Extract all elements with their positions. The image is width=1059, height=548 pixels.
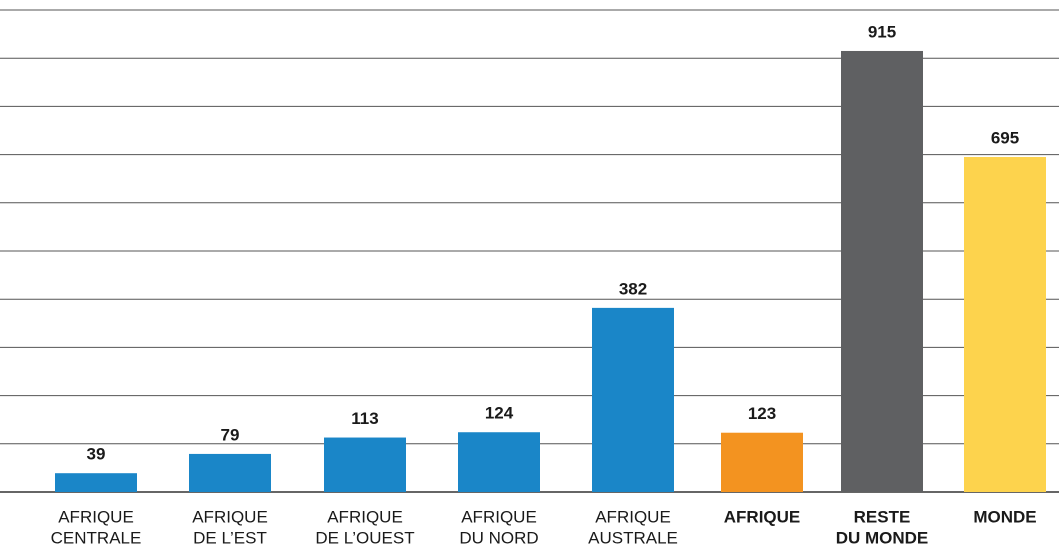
x-tick-label: DU NORD — [459, 528, 538, 547]
x-tick-label: AFRIQUE — [327, 507, 403, 526]
bar — [458, 432, 540, 492]
value-label: 39 — [87, 445, 106, 464]
x-tick-label: AFRIQUE — [192, 507, 268, 526]
x-tick-label: DE L’EST — [193, 528, 267, 547]
bar — [964, 157, 1046, 492]
x-tick-label: DU MONDE — [836, 528, 929, 547]
value-label: 79 — [221, 425, 240, 444]
x-tick-label: MONDE — [973, 507, 1036, 526]
value-label: 124 — [485, 404, 514, 423]
bar — [55, 473, 137, 492]
x-tick-label: AFRIQUE — [461, 507, 537, 526]
x-tick-label: AFRIQUE — [595, 507, 671, 526]
value-label: 113 — [351, 409, 378, 428]
x-tick-label: AFRIQUE — [724, 507, 801, 526]
bar — [592, 307, 674, 492]
x-tick-label: AUSTRALE — [588, 528, 678, 547]
value-label: 123 — [748, 404, 776, 423]
bar — [721, 432, 803, 492]
value-label: 695 — [991, 128, 1019, 147]
x-tick-label: RESTE — [854, 507, 911, 526]
x-tick-label: AFRIQUE — [58, 507, 134, 526]
bar — [324, 437, 406, 492]
bar — [189, 453, 271, 492]
value-label: 915 — [868, 22, 896, 41]
x-tick-label: CENTRALE — [51, 528, 142, 547]
x-tick-label: DE L’OUEST — [315, 528, 414, 547]
bar — [841, 50, 923, 492]
value-label: 382 — [619, 279, 647, 298]
